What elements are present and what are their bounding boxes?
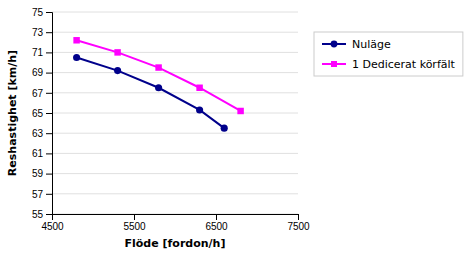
y-tick: 61 — [32, 148, 52, 159]
series-line — [77, 40, 241, 111]
x-tick: 4500 — [41, 214, 64, 232]
y-tick-mark — [46, 153, 52, 154]
series-point — [237, 108, 243, 114]
legend-item: 1 Dedicerat körfält — [322, 58, 456, 71]
grid-line — [52, 52, 298, 53]
x-tick-label: 7500 — [287, 221, 310, 232]
series-point — [73, 54, 80, 61]
x-tick-mark — [216, 214, 217, 220]
legend: Nuläge 1 Dedicerat körfält — [314, 32, 463, 76]
y-tick-mark — [46, 113, 52, 114]
y-tick-mark — [46, 52, 52, 53]
series-point — [114, 67, 121, 74]
y-tick-label: 75 — [32, 7, 44, 18]
y-tick: 63 — [32, 128, 52, 139]
y-tick-label: 61 — [32, 148, 44, 159]
y-tick-label: 67 — [32, 88, 44, 99]
y-tick: 65 — [32, 108, 52, 119]
y-tick: 57 — [32, 189, 52, 200]
y-tick-mark — [46, 93, 52, 94]
y-tick-label: 65 — [32, 108, 44, 119]
y-tick-label: 73 — [32, 27, 44, 38]
x-tick-mark — [298, 214, 299, 220]
series-point — [155, 64, 161, 70]
grid — [52, 12, 298, 214]
y-tick-mark — [46, 12, 52, 13]
x-axis: 4500 5500 6500 7500 — [41, 214, 310, 232]
y-tick: 69 — [32, 67, 52, 78]
legend-marker — [331, 41, 338, 48]
series-line — [77, 57, 225, 128]
y-axis: 55 57 59 61 63 65 67 69 71 73 75 — [32, 7, 53, 220]
y-tick: 67 — [32, 88, 52, 99]
y-tick-mark — [46, 73, 52, 74]
y-axis-line — [46, 13, 53, 215]
y-tick-mark — [46, 133, 52, 134]
grid-line — [52, 113, 298, 114]
y-tick-label: 59 — [32, 168, 44, 179]
marks — [73, 37, 244, 132]
legend-box — [314, 32, 463, 76]
y-tick: 71 — [32, 47, 52, 58]
series-point — [196, 85, 202, 91]
y-tick-mark — [46, 194, 52, 195]
grid-line — [52, 32, 298, 33]
legend-item: Nuläge — [322, 38, 391, 51]
y-tick: 59 — [32, 168, 52, 179]
y-tick-mark — [46, 214, 52, 215]
x-tick: 6500 — [205, 214, 228, 232]
x-tick: 7500 — [287, 214, 310, 232]
y-tick-label: 63 — [32, 128, 44, 139]
legend-label: 1 Dedicerat körfält — [352, 58, 456, 71]
series-point — [73, 37, 79, 43]
x-tick-label: 6500 — [205, 221, 228, 232]
y-tick: 73 — [32, 27, 52, 38]
legend-label: Nuläge — [352, 38, 391, 51]
series-point — [155, 84, 162, 91]
plot: 4500 5500 6500 7500 55 57 59 61 63 65 67 69 71 73 75 Fl… — [6, 7, 310, 250]
y-tick-label: 71 — [32, 47, 44, 58]
x-axis-line — [53, 215, 299, 221]
y-tick-mark — [46, 174, 52, 175]
x-axis-title: Flöde [fordon/h] — [125, 237, 226, 250]
y-axis-title: Reshastighet [km/h] — [6, 50, 19, 176]
y-tick: 75 — [32, 7, 52, 18]
x-tick-mark — [134, 214, 135, 220]
legend-marker — [331, 61, 337, 67]
grid-line — [52, 72, 298, 73]
grid-line — [52, 173, 298, 174]
grid-line — [52, 12, 298, 13]
y-tick-mark — [46, 32, 52, 33]
series-point — [196, 106, 203, 113]
y-tick: 55 — [32, 209, 52, 220]
chart: 4500 5500 6500 7500 55 57 59 61 63 65 67 69 71 73 75 Fl… — [0, 0, 466, 254]
series-point — [221, 125, 228, 132]
series-point — [114, 49, 120, 55]
x-tick-label: 4500 — [41, 221, 64, 232]
grid-line — [52, 92, 298, 93]
x-tick: 5500 — [123, 214, 146, 232]
y-tick-label: 69 — [32, 67, 44, 78]
grid-line — [52, 193, 298, 194]
grid-line — [52, 153, 298, 154]
x-tick-label: 5500 — [123, 221, 146, 232]
grid-line — [52, 133, 298, 134]
y-tick-label: 57 — [32, 189, 44, 200]
y-tick-label: 55 — [32, 209, 44, 220]
